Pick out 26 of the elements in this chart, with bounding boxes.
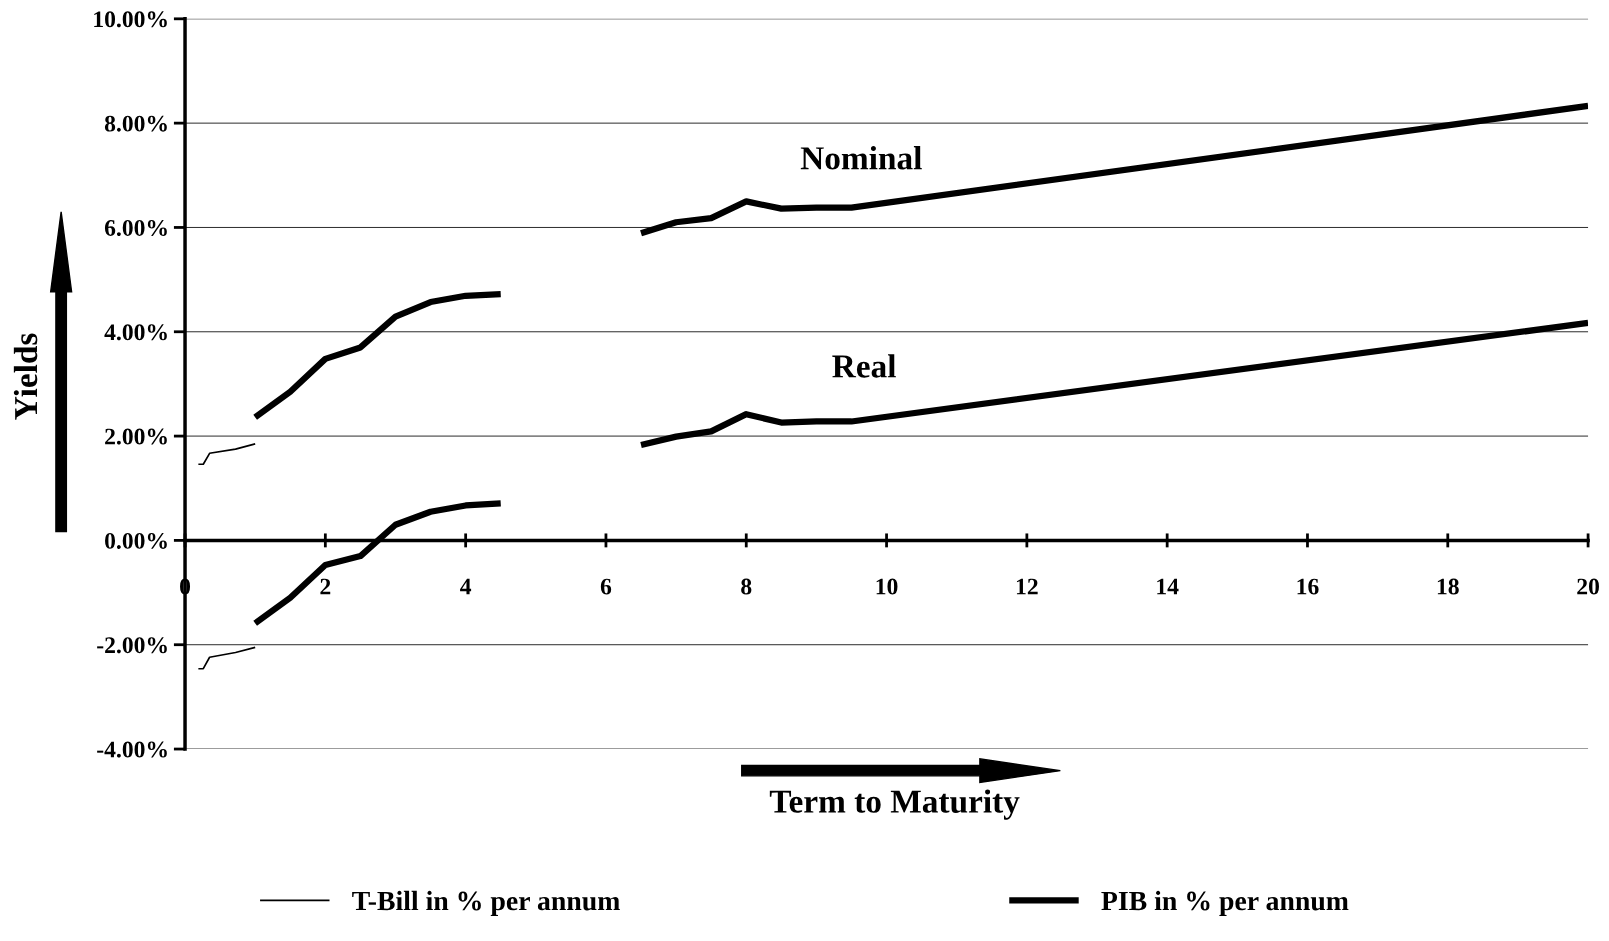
x-tick-label: 20 xyxy=(1577,578,1599,595)
x-tick-label: 10 xyxy=(876,578,898,595)
y-tick-label: -2.00% xyxy=(97,637,167,654)
legend-label: T-Bill in % per annum xyxy=(352,890,620,916)
x-tick-label: 12 xyxy=(1016,578,1038,595)
legend-label: PIB in % per annum xyxy=(1101,890,1349,916)
y-tick-label: 2.00% xyxy=(105,428,167,445)
y-axis-title: Yields xyxy=(13,333,38,420)
y-tick-label: 4.00% xyxy=(104,324,167,341)
x-tick-label: 4 xyxy=(460,578,472,595)
y-tick-label: 10.00% xyxy=(94,11,167,28)
y-tick-label: 8.00% xyxy=(104,115,167,132)
y-tick-label: -4.00% xyxy=(97,741,167,758)
annotation: Real xyxy=(832,354,896,378)
x-tick-label: 18 xyxy=(1437,578,1459,595)
annotation: Nominal xyxy=(800,146,922,170)
x-tick-label: 8 xyxy=(741,578,752,595)
x-tick-label: 14 xyxy=(1157,578,1179,595)
y-tick-label: 6.00% xyxy=(104,219,167,236)
line-series xyxy=(197,443,257,466)
line-series xyxy=(197,646,257,670)
x-tick-label: 6 xyxy=(600,578,612,595)
x-tick-label: 16 xyxy=(1297,578,1319,595)
y-tick-label: 0.00% xyxy=(105,532,167,549)
x-tick-label: 2 xyxy=(320,578,331,595)
x-axis-title: Term to Maturity xyxy=(769,789,1020,820)
